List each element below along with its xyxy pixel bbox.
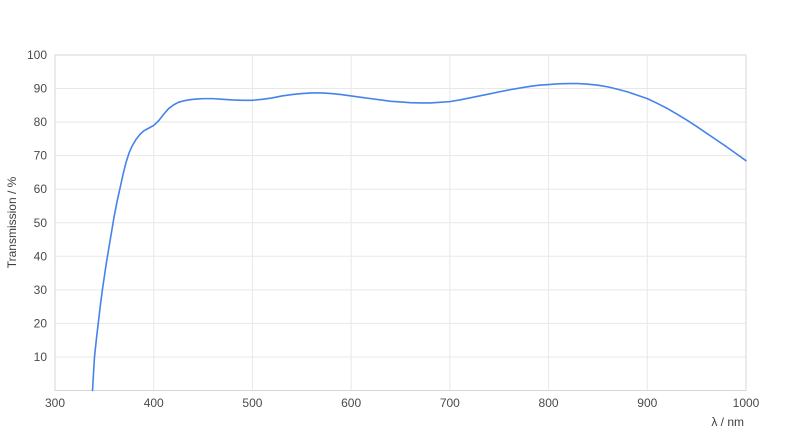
y-tick-label: 50: [34, 216, 48, 230]
x-tick-label: 300: [45, 396, 65, 410]
x-tick-label: 700: [440, 396, 460, 410]
y-axis-tick-labels: 10 20 30 40 50 60 70 80 90 100: [27, 48, 47, 364]
x-tick-label: 600: [341, 396, 361, 410]
x-tick-label: 500: [242, 396, 262, 410]
x-tick-label: 800: [539, 396, 559, 410]
y-tick-label: 80: [34, 115, 48, 129]
x-axis-tick-labels: 300 400 500 600 700 800 900 1000: [45, 396, 760, 410]
x-tick-label: 400: [144, 396, 164, 410]
x-tick-label: 1000: [733, 396, 760, 410]
y-tick-label: 90: [34, 82, 48, 96]
y-tick-label: 70: [34, 149, 48, 163]
x-tick-label: 900: [637, 396, 657, 410]
y-tick-label: 60: [34, 182, 48, 196]
chart-gridlines: [54, 54, 747, 391]
y-axis-title: Transmission / %: [5, 176, 19, 268]
y-tick-label: 40: [34, 249, 48, 263]
x-axis-title: λ / nm: [711, 415, 744, 429]
y-tick-label: 30: [34, 283, 48, 297]
y-tick-label: 20: [34, 316, 48, 330]
y-tick-label: 10: [34, 350, 48, 364]
plot-area-border: [54, 54, 747, 391]
y-tick-label: 100: [27, 48, 47, 62]
transmission-line: [91, 82, 747, 392]
